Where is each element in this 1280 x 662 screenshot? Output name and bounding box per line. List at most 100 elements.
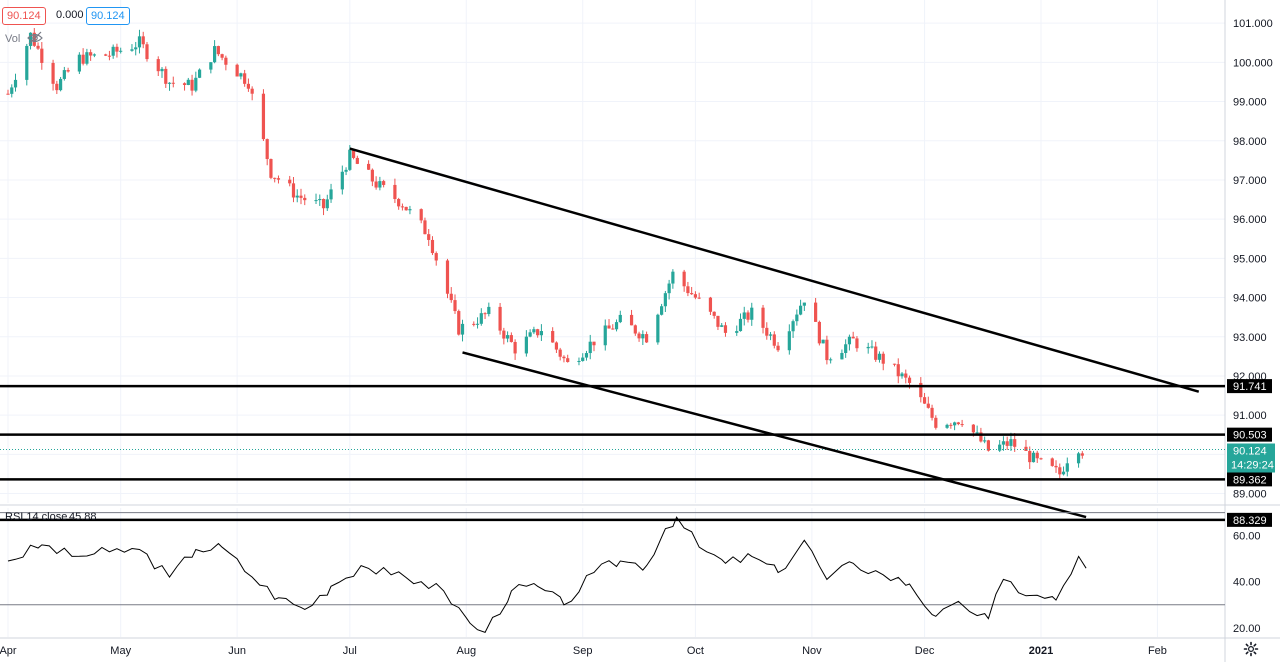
candle-down [986,440,991,451]
volume-label: Vol [5,33,21,45]
candle-up [1061,471,1066,475]
candle-down [367,163,371,170]
time-tick-label: Nov [802,645,822,657]
time-tick-label: Feb [1148,645,1167,657]
level-label-text: 90.503 [1233,430,1267,442]
price-tick-label: 94.000 [1233,293,1267,305]
candle-down [449,293,453,301]
candle-down [896,364,900,377]
candle-down [472,323,476,325]
candle-down [1035,452,1039,459]
legend-open-badge: 90.124 [2,7,46,25]
candle-up [750,307,754,320]
trend-line-channel-upper [349,147,1200,393]
candle-down [1028,450,1032,463]
candle-down [1050,458,1054,466]
candle-down [746,312,750,320]
candle-up [378,181,382,188]
candle-down [686,286,690,294]
candle-up [877,353,882,360]
candle-down [765,327,769,336]
eye-hidden-icon[interactable] [27,31,43,45]
price-tick-label: 93.000 [1233,332,1267,344]
candle-down [291,183,296,198]
settings-gear-icon[interactable] [1240,639,1262,659]
price-tick-label: 89.000 [1233,489,1267,501]
candle-up [900,373,904,377]
candle-down [423,220,427,235]
time-tick-label: Oct [687,645,704,657]
candle-up [487,306,491,315]
candle-up [505,335,510,339]
candle-down [682,271,686,287]
candle-up [802,302,806,306]
candle-down [930,407,934,418]
candle-down [960,424,964,426]
candle-down [633,325,637,334]
candle-down [104,54,108,56]
candle-down [81,54,85,64]
candle-down [637,333,641,339]
candle-down [40,48,44,63]
candle-up [588,341,592,354]
legend-close-badge: 90.124 [86,7,130,25]
candle-down [772,334,776,346]
candle-down [513,341,517,354]
candle-down [502,330,506,339]
candle-down [261,93,266,140]
candle-down [404,206,408,211]
candle-up [130,49,134,51]
candle-up [735,331,739,333]
level-label-text: 89.362 [1233,474,1267,486]
candle-down [276,178,281,180]
candle-up [1031,452,1036,463]
price-tick-label: 95.000 [1233,253,1267,265]
candle-up [945,424,949,428]
candle-down [690,293,694,295]
candle-down [776,345,780,351]
candles-group [6,28,1084,480]
level-label-box [1227,512,1272,527]
candle-up [325,199,329,209]
candle-down [558,349,562,357]
candle-down [145,44,149,60]
candle-down [498,306,502,331]
candle-up [738,318,743,332]
candle-down [141,36,145,45]
time-tick-label: Sep [573,645,593,657]
candle-down [851,336,855,339]
candle-down [235,64,239,77]
candle-down [299,195,303,198]
candle-up [197,69,202,78]
candle-up [983,440,987,442]
candle-up [975,432,979,434]
candle-down [171,82,175,84]
candle-up [160,68,164,72]
candle-down [182,83,187,85]
candle-up [314,200,318,202]
candle-down [457,311,461,335]
candle-up [239,73,243,77]
candle-up [660,306,664,315]
candle-up [795,314,799,322]
legend-change-value: 0.000 [56,9,84,21]
candle-up [111,46,115,56]
candle-up [1009,439,1013,446]
candle-up [10,87,14,94]
candle-down [611,328,615,330]
price-tick-label: 96.000 [1233,214,1267,226]
candle-down [934,417,938,428]
candle-up [295,195,299,198]
candle-up [194,77,198,91]
candle-down [904,373,908,378]
level-label-box [1227,379,1272,394]
candle-down [397,199,401,207]
candle-down [434,253,438,261]
current-price-text: 90.124 [1233,445,1267,457]
candle-down [89,52,93,56]
candle-down [374,181,378,188]
candle-up [581,357,585,361]
candle-down [629,314,634,326]
candle-down [708,297,713,312]
